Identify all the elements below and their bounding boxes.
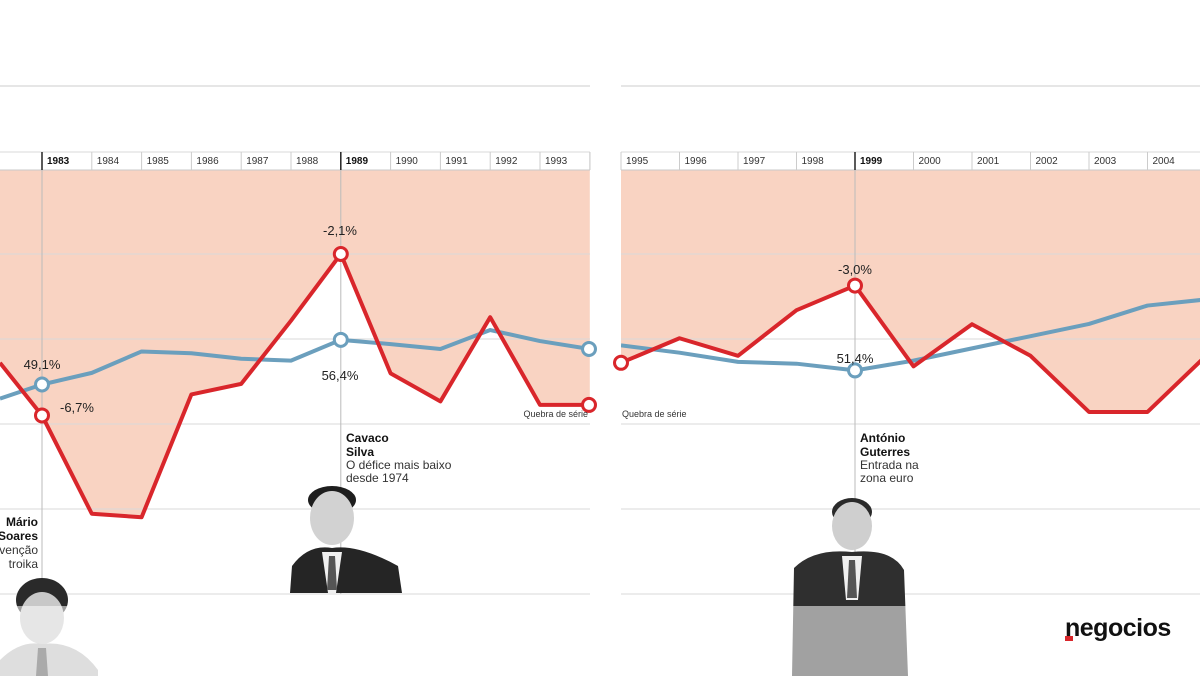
debt-point-1983 bbox=[34, 376, 50, 393]
person-desc-line1: Entrada na bbox=[860, 458, 919, 472]
year-label-1996: 1996 bbox=[685, 156, 708, 167]
person-desc-line2: troika bbox=[9, 557, 39, 571]
negocios-logo: negocios bbox=[1065, 614, 1171, 642]
debt-break-point bbox=[581, 341, 597, 358]
series-lines bbox=[0, 252, 1200, 520]
year-label-2003: 2003 bbox=[1094, 156, 1117, 167]
bottom-fade bbox=[0, 606, 1200, 676]
debt-line-0 bbox=[0, 328, 590, 401]
data-label-1989: -2,1% bbox=[323, 223, 357, 238]
debt-line-1 bbox=[621, 298, 1200, 373]
person-name-line1: Cavaco bbox=[346, 431, 389, 445]
year-label-1989: 1989 bbox=[346, 156, 369, 167]
year-label-1997: 1997 bbox=[743, 156, 766, 167]
debt-point-1999 bbox=[847, 362, 863, 379]
negocios-logo-text: negocios bbox=[1065, 614, 1171, 642]
year-label-1990: 1990 bbox=[396, 156, 419, 167]
person-name-line2: Soares bbox=[0, 529, 38, 543]
deficit-area-1 bbox=[621, 170, 1200, 412]
deficit-point-1989 bbox=[332, 246, 349, 262]
deficit-area-layer bbox=[0, 170, 1200, 518]
year-label-1984: 1984 bbox=[97, 156, 120, 167]
cavaco-silva-photo-icon bbox=[290, 486, 402, 593]
person-name-line2: Guterres bbox=[860, 445, 910, 459]
deficit-area-0 bbox=[0, 170, 590, 518]
deficit-restart-point bbox=[613, 354, 629, 371]
person-cavaco-silva: Cavaco Silva O défice mais baixo desde 1… bbox=[290, 431, 452, 593]
person-desc-line1: O défice mais baixo bbox=[346, 458, 452, 472]
year-label-1998: 1998 bbox=[802, 156, 825, 167]
logo-accent-mark bbox=[1065, 636, 1073, 641]
person-desc-line2: desde 1974 bbox=[346, 471, 409, 485]
year-label-2002: 2002 bbox=[1036, 156, 1059, 167]
data-label-1999: 51,4% bbox=[837, 351, 874, 366]
data-label-1983: -6,7% bbox=[60, 400, 94, 415]
year-label-2000: 2000 bbox=[919, 156, 942, 167]
year-label-2004: 2004 bbox=[1153, 156, 1176, 167]
highlight-points bbox=[34, 246, 863, 424]
deficit-line-1 bbox=[621, 283, 1200, 414]
year-label-1993: 1993 bbox=[545, 156, 568, 167]
data-label-1999: -3,0% bbox=[838, 262, 872, 277]
deficit-point-1983 bbox=[34, 407, 50, 424]
year-label-1995: 1995 bbox=[626, 156, 649, 167]
year-label-1988: 1988 bbox=[296, 156, 319, 167]
gridlines bbox=[0, 253, 1200, 595]
person-name-line2: Silva bbox=[346, 445, 374, 459]
person-desc-line2: zona euro bbox=[860, 471, 914, 485]
person-name-line1: Mário bbox=[6, 515, 38, 529]
debt-point-1989 bbox=[332, 331, 349, 348]
year-axis: 1983 1984 1985 1986 1987 1988 1989 1990 1991 1992… bbox=[0, 151, 1200, 171]
year-label-1992: 1992 bbox=[495, 156, 518, 167]
year-label-1986: 1986 bbox=[196, 156, 219, 167]
series-break-annotation-right: Quebra de série bbox=[622, 409, 687, 419]
data-label-1983: 49,1% bbox=[24, 357, 61, 372]
year-label-1985: 1985 bbox=[147, 156, 170, 167]
year-label-1983: 1983 bbox=[47, 156, 70, 167]
point-labels: -6,7% 49,1% -2,1% 56,4% -3,0% 51,4% bbox=[24, 223, 874, 415]
person-name-line1: António bbox=[860, 431, 905, 445]
deficit-break-point bbox=[581, 396, 597, 413]
deficit-point-1999 bbox=[847, 277, 863, 294]
deficit-line-0 bbox=[0, 252, 590, 520]
data-label-1989: 56,4% bbox=[322, 368, 359, 383]
year-label-1991: 1991 bbox=[445, 156, 468, 167]
year-label-1987: 1987 bbox=[246, 156, 269, 167]
person-desc-line1: venção bbox=[0, 543, 38, 557]
year-label-1999: 1999 bbox=[860, 156, 883, 167]
year-label-2001: 2001 bbox=[977, 156, 1000, 167]
series-break-annotation-left: Quebra de série bbox=[523, 409, 588, 419]
